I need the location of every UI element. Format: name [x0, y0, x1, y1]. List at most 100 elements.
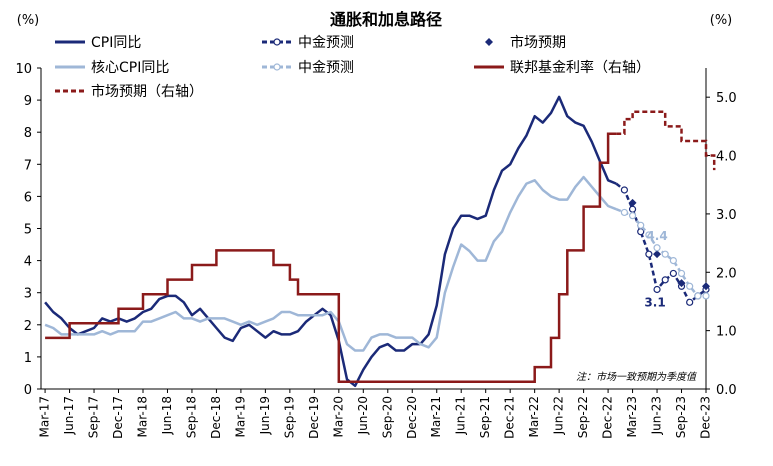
series-fed [45, 132, 617, 383]
legend-label: 中金预测 [298, 60, 354, 76]
legend-item-cpi_market: 市场预期 [485, 34, 566, 51]
legend-label: 核心CPI同比 [91, 60, 169, 76]
annotations: 3.1 4.4 [644, 229, 667, 310]
x-tick-label: Jun-17 [62, 396, 76, 435]
x-tick-label: Jun-22 [552, 396, 566, 435]
left-tick-label: 0 [24, 383, 32, 398]
legend-item-cpi: CPI同比 [55, 35, 141, 51]
right-tick-label: 4.0 [716, 150, 737, 165]
plot-area [44, 95, 716, 388]
left-tick-label: 4 [24, 255, 32, 270]
series-line [45, 132, 617, 383]
data-point [645, 250, 653, 258]
data-point [653, 250, 662, 259]
data-point [702, 282, 710, 291]
data-point [628, 198, 637, 207]
left-tick-label: 1 [24, 351, 32, 366]
left-axis-unit: (%) [17, 13, 40, 28]
data-point [620, 186, 629, 194]
x-tick-label: Sep-18 [184, 396, 198, 438]
data-point [628, 205, 637, 213]
series-line [616, 110, 716, 171]
axes: 0 1 2 3 4 5 6 7 8 9 10 0.0 1.0 2.0 3.0 4.0 5.0 Mar-17 Jun-… [15, 62, 736, 439]
series-core_forecast [615, 208, 710, 300]
data-point [620, 208, 629, 217]
data-point [686, 282, 694, 290]
left-tick-label: 7 [24, 158, 32, 173]
source-note: 注：市场一致预期为季度值 [576, 371, 698, 383]
x-tick-label: Sep-23 [674, 396, 688, 438]
x-tick-label: Sep-21 [478, 396, 492, 438]
data-point [677, 269, 686, 278]
left-tick-label: 2 [24, 319, 32, 334]
data-point [653, 244, 661, 252]
right-tick-label: 2.0 [716, 266, 737, 281]
legend-label: 联邦基金利率（右轴） [510, 59, 650, 76]
x-tick-label: Mar-20 [331, 396, 345, 437]
data-point [645, 231, 653, 239]
legend-item-fed_market: 市场预期（右轴） [55, 83, 203, 100]
series-cpi [44, 95, 617, 388]
right-tick-label: 5.0 [716, 91, 737, 106]
x-tick-label: Mar-23 [625, 396, 639, 437]
series-line [44, 175, 617, 352]
x-tick-label: Mar-22 [527, 396, 541, 437]
legend-item-core: 核心CPI同比 [55, 60, 169, 76]
left-tick-label: 5 [24, 223, 32, 238]
legend-marker [485, 38, 493, 46]
x-tick-label: Dec-21 [503, 396, 517, 439]
right-axis-unit: (%) [710, 13, 733, 28]
x-tick-label: Dec-20 [405, 396, 419, 439]
data-point [702, 292, 710, 300]
chart-title: 通胀和加息路径 [330, 10, 442, 29]
series-fed_market [616, 110, 716, 171]
left-tick-label: 9 [24, 94, 32, 109]
x-tick-label: Sep-19 [282, 396, 296, 438]
x-tick-label: Mar-17 [38, 396, 52, 437]
data-point [677, 279, 686, 288]
x-tick-label: Dec-23 [699, 396, 713, 439]
legend-label: 市场预期（右轴） [91, 83, 203, 100]
annotation-label: 3.1 [644, 295, 665, 309]
data-point [669, 269, 677, 278]
x-tick-label: Dec-18 [209, 396, 223, 439]
right-tick-label: 0.0 [716, 383, 737, 398]
legend-item-fed: 联邦基金利率（右轴） [474, 59, 650, 76]
data-point [686, 298, 694, 306]
data-point [637, 221, 645, 229]
legend-item-cpi_forecast: 中金预测 [262, 35, 354, 51]
data-point [628, 212, 637, 220]
x-tick-label: Dec-22 [601, 396, 615, 439]
x-tick-label: Sep-20 [380, 396, 394, 438]
legend-label: 中金预测 [298, 35, 354, 51]
x-tick-label: Sep-22 [576, 396, 590, 438]
x-tick-label: Mar-21 [429, 396, 443, 437]
data-point [694, 292, 702, 300]
right-tick-label: 1.0 [716, 325, 737, 340]
x-tick-label: Jun-19 [258, 396, 272, 435]
legend-marker [273, 38, 281, 46]
data-point [669, 257, 677, 265]
series-core [44, 175, 617, 352]
left-tick-label: 8 [24, 126, 32, 141]
series-line [44, 95, 617, 388]
data-point [661, 250, 669, 258]
left-tick-label: 6 [24, 190, 32, 205]
x-tick-label: Jun-20 [356, 396, 370, 435]
x-tick-label: Jun-21 [454, 396, 468, 435]
x-tick-label: Sep-17 [87, 396, 101, 438]
right-tick-label: 3.0 [716, 208, 737, 223]
legend-item-core_forecast: 中金预测 [262, 60, 354, 76]
x-tick-label: Dec-17 [111, 396, 125, 439]
x-tick-label: Mar-18 [135, 396, 149, 437]
legend-label: 市场预期 [510, 34, 566, 51]
legend-label: CPI同比 [91, 35, 141, 51]
data-point [653, 285, 661, 294]
legend-marker [273, 63, 281, 71]
annotation-label: 4.4 [646, 229, 667, 243]
left-tick-label: 10 [15, 62, 32, 77]
x-tick-label: Mar-19 [233, 396, 247, 437]
x-tick-label: Jun-18 [160, 396, 174, 435]
